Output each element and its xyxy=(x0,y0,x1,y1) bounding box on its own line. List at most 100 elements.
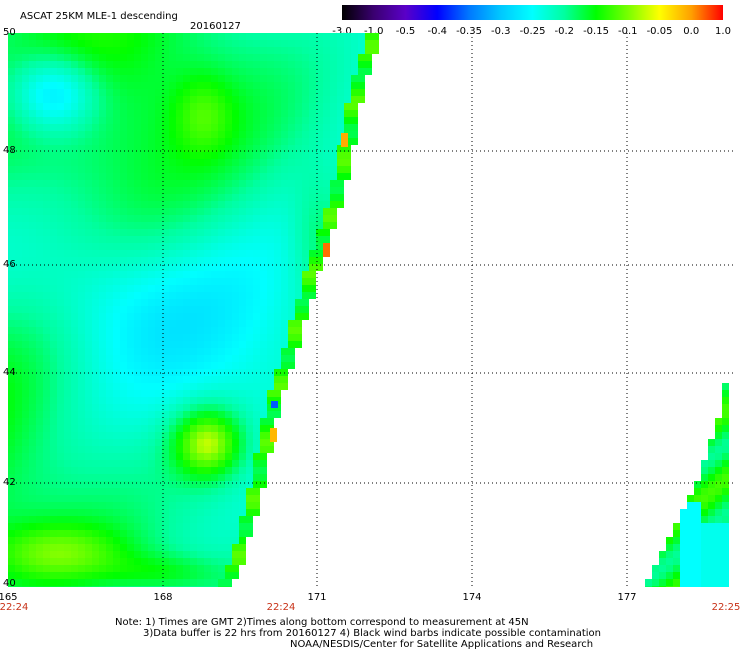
swath-cell xyxy=(190,222,197,229)
swath-cell xyxy=(204,173,211,180)
swath-cell xyxy=(85,432,92,439)
swath-cell xyxy=(204,446,211,453)
swath-cell xyxy=(106,481,113,488)
swath-cell xyxy=(715,544,722,551)
swath-cell xyxy=(211,243,218,250)
swath-cell xyxy=(15,222,22,229)
swath-cell xyxy=(85,257,92,264)
swath-cell xyxy=(694,558,701,565)
swath-cell xyxy=(218,495,225,502)
swath-cell xyxy=(211,544,218,551)
swath-cell xyxy=(64,558,71,565)
swath-cell xyxy=(225,110,232,117)
swath-cell xyxy=(155,565,162,572)
swath-cell xyxy=(197,390,204,397)
swath-cell xyxy=(71,383,78,390)
swath-cell xyxy=(687,509,694,516)
swath-cell xyxy=(680,530,687,537)
swath-cell xyxy=(29,159,36,166)
swath-cell xyxy=(183,117,190,124)
swath-cell xyxy=(253,418,260,425)
swath-cell xyxy=(43,68,50,75)
swath-cell xyxy=(288,75,295,82)
swath-cell xyxy=(281,173,288,180)
swath-cell xyxy=(8,348,15,355)
swath-cell xyxy=(106,425,113,432)
swath-cell xyxy=(162,404,169,411)
swath-cell xyxy=(246,502,253,509)
swath-cell xyxy=(288,110,295,117)
swath-cell xyxy=(85,124,92,131)
swath-cell xyxy=(134,411,141,418)
swath-cell xyxy=(134,313,141,320)
swath-cell xyxy=(169,278,176,285)
swath-cell xyxy=(183,551,190,558)
swath-cell xyxy=(71,586,78,587)
swath-cell xyxy=(253,292,260,299)
swath-cell xyxy=(190,404,197,411)
swath-cell xyxy=(190,54,197,61)
swath-cell xyxy=(701,509,708,516)
swath-cell xyxy=(708,460,715,467)
swath-cell xyxy=(239,474,246,481)
swath-cell xyxy=(22,75,29,82)
swath-cell xyxy=(113,173,120,180)
swath-cell xyxy=(225,320,232,327)
swath-cell xyxy=(162,432,169,439)
swath-cell xyxy=(15,201,22,208)
swath-cell xyxy=(715,432,722,439)
swath-cell xyxy=(162,222,169,229)
swath-cell xyxy=(120,502,127,509)
swath-cell xyxy=(127,166,134,173)
swath-cell xyxy=(190,264,197,271)
swath-cell xyxy=(155,516,162,523)
swath-cell xyxy=(15,474,22,481)
swath-cell xyxy=(197,327,204,334)
swath-cell xyxy=(15,229,22,236)
swath-cell xyxy=(141,278,148,285)
swath-cell xyxy=(190,572,197,579)
swath-cell xyxy=(169,579,176,586)
swath-cell xyxy=(36,530,43,537)
swath-cell xyxy=(162,173,169,180)
swath-cell xyxy=(232,348,239,355)
swath-cell xyxy=(50,558,57,565)
swath-cell xyxy=(267,208,274,215)
swath-cell xyxy=(211,159,218,166)
swath-cell xyxy=(127,229,134,236)
swath-cell xyxy=(141,47,148,54)
swath-cell xyxy=(15,131,22,138)
swath-cell xyxy=(43,348,50,355)
swath-cell xyxy=(267,411,274,418)
swath-cell xyxy=(92,152,99,159)
swath-cell xyxy=(134,397,141,404)
swath-cell xyxy=(8,586,15,587)
swath-cell xyxy=(232,495,239,502)
swath-cell xyxy=(169,341,176,348)
swath-cell xyxy=(687,516,694,523)
swath-cell xyxy=(155,145,162,152)
swath-cell xyxy=(218,432,225,439)
swath-cell xyxy=(15,334,22,341)
swath-cell xyxy=(8,89,15,96)
swath-cell xyxy=(155,61,162,68)
swath-cell xyxy=(22,383,29,390)
swath-cell xyxy=(92,348,99,355)
swath-cell xyxy=(225,537,232,544)
swath-cell xyxy=(8,404,15,411)
swath-cell xyxy=(365,33,372,40)
swath-cell xyxy=(246,481,253,488)
swath-cell xyxy=(260,460,267,467)
swath-cell xyxy=(155,208,162,215)
swath-cell xyxy=(22,110,29,117)
swath-cell xyxy=(127,201,134,208)
swath-cell xyxy=(246,495,253,502)
swath-cell xyxy=(183,313,190,320)
swath-cell xyxy=(288,138,295,145)
swath-cell xyxy=(162,467,169,474)
swath-cell xyxy=(246,404,253,411)
swath-cell xyxy=(127,173,134,180)
swath-cell xyxy=(225,180,232,187)
swath-cell xyxy=(148,299,155,306)
swath-cell xyxy=(253,257,260,264)
